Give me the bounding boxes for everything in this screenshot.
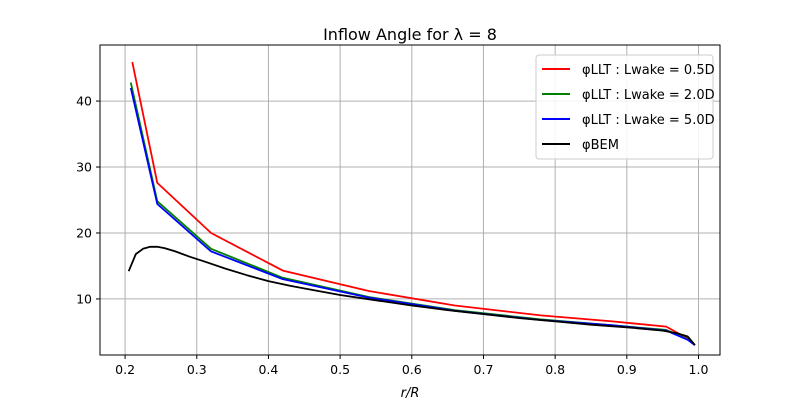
legend-label: φLLT : Lwake = 5.0D xyxy=(582,113,715,128)
series-layer xyxy=(127,61,696,346)
x-tick-label: 0.4 xyxy=(258,362,278,377)
legend: φLLT : Lwake = 0.5D φLLT : Lwake = 2.0D φL… xyxy=(535,54,715,160)
y-tick-label: 20 xyxy=(76,225,92,240)
x-tick-label: 1.0 xyxy=(689,362,709,377)
y-tick-label: 40 xyxy=(76,94,92,109)
series-line-1 xyxy=(131,61,696,346)
x-tick-label: 0.9 xyxy=(617,362,637,377)
x-tick-label: 0.7 xyxy=(474,362,494,377)
ticks: 0.2 0.3 0.4 0.5 0.6 0.7 0.8 0.9 1.0 10 20 30 40 xyxy=(76,94,708,377)
y-tick-label: 30 xyxy=(76,160,92,175)
plot-frame xyxy=(99,44,721,356)
x-tick-label: 0.2 xyxy=(115,362,135,377)
legend-label: φBEM xyxy=(582,138,619,153)
x-tick-label: 0.8 xyxy=(545,362,565,377)
legend-box xyxy=(535,54,714,160)
x-tick-label: 0.5 xyxy=(330,362,350,377)
x-tick-label: 0.3 xyxy=(187,362,207,377)
legend-label: φLLT : Lwake = 2.0D xyxy=(582,88,715,103)
y-tick-label: 10 xyxy=(76,291,92,306)
legend-label: φLLT : Lwake = 0.5D xyxy=(582,63,715,78)
series-line-4 xyxy=(127,245,696,346)
x-tick-label: 0.6 xyxy=(402,362,422,377)
chart-title: Inflow Angle for λ = 8 xyxy=(323,25,497,44)
x-axis-label: r/R xyxy=(401,386,420,400)
